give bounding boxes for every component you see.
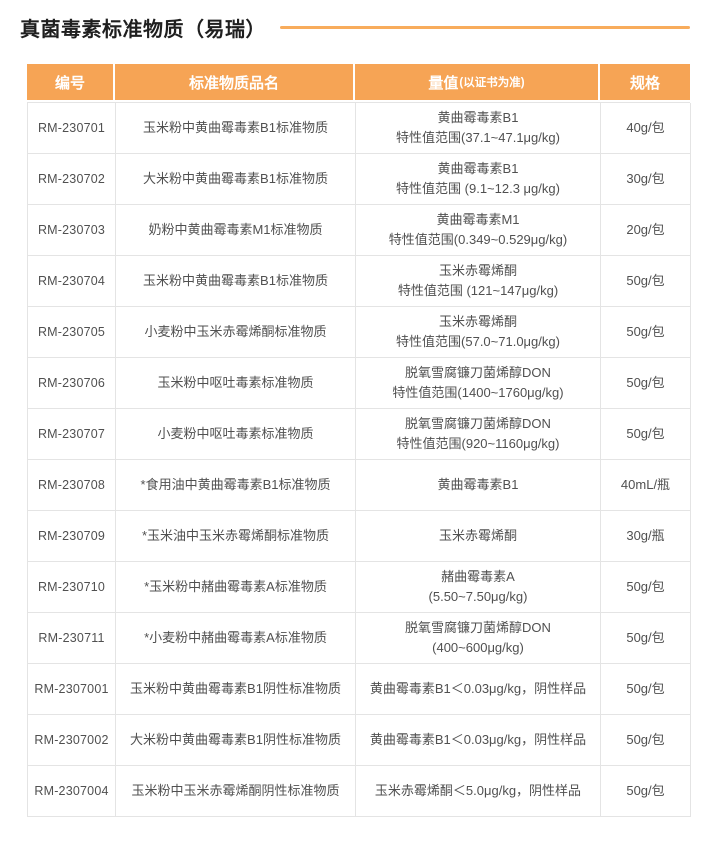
row-id-cell: RM-230708 xyxy=(28,460,116,511)
row-spec-cell: 50g/包 xyxy=(601,715,691,766)
table-header-row: 编号 标准物质品名 量值 (以证书为准) 规格 xyxy=(27,64,690,100)
page-header: 真菌毒素标准物质（易瑞） xyxy=(20,12,690,42)
row-value-line: 黄曲霉毒素B1 xyxy=(437,110,519,125)
row-value-line: 玉米赤霉烯酮 xyxy=(438,528,517,543)
row-id-cell: RM-230711 xyxy=(28,613,116,664)
row-spec-cell: 50g/包 xyxy=(601,358,691,409)
row-value-cell: 黄曲霉毒素M1 特性值范围(0.349~0.529μg/kg) xyxy=(356,205,601,256)
row-value-cell: 黄曲霉毒素B1＜0.03μg/kg，阴性样品 xyxy=(356,715,601,766)
row-value-cell: 脱氧雪腐镰刀菌烯醇DON (400~600μg/kg) xyxy=(356,613,601,664)
row-value-line: 黄曲霉毒素B1＜0.03μg/kg，阴性样品 xyxy=(369,732,587,747)
row-value-line: 特性值范围(0.349~0.529μg/kg) xyxy=(388,232,568,247)
header-label: 规格 xyxy=(629,74,660,92)
row-spec-cell: 50g/包 xyxy=(601,613,691,664)
row-name-cell: 玉米粉中黄曲霉毒素B1阴性标准物质 xyxy=(116,664,356,715)
header-cell-2: 量值 (以证书为准) xyxy=(355,64,600,100)
row-value-line: 脱氧雪腐镰刀菌烯醇DON xyxy=(405,620,551,635)
row-spec-cell: 40g/包 xyxy=(601,103,691,154)
row-name-cell: 小麦粉中呕吐毒素标准物质 xyxy=(116,409,356,460)
row-spec-cell: 50g/包 xyxy=(601,307,691,358)
header-sublabel: (以证书为准) xyxy=(459,77,525,89)
standards-table: 编号 标准物质品名 量值 (以证书为准) 规格 RM-230701 玉米粉中黄曲霉毒素B1… xyxy=(27,64,691,817)
row-id-cell: RM-230702 xyxy=(28,154,116,205)
row-value-line: 特性值范围(37.1~47.1μg/kg) xyxy=(396,130,560,145)
row-value-cell: 脱氧雪腐镰刀菌烯醇DON 特性值范围(920~1160μg/kg) xyxy=(356,409,601,460)
row-value-line: (400~600μg/kg) xyxy=(432,640,524,655)
row-value-cell: 脱氧雪腐镰刀菌烯醇DON 特性值范围(1400~1760μg/kg) xyxy=(356,358,601,409)
row-spec-cell: 50g/包 xyxy=(601,664,691,715)
row-id-cell: RM-230705 xyxy=(28,307,116,358)
page-title: 真菌毒素标准物质（易瑞） xyxy=(20,18,266,41)
row-name-cell: 奶粉中黄曲霉毒素M1标准物质 xyxy=(116,205,356,256)
header-label: 编号 xyxy=(54,74,85,92)
row-value-cell: 玉米赤霉烯酮特性值范围(57.0~71.0μg/kg) xyxy=(356,307,601,358)
row-value-line: 黄曲霉毒素B1 xyxy=(437,161,519,176)
row-spec-cell: 20g/包 xyxy=(601,205,691,256)
row-value-line: 特性值范围(920~1160μg/kg) xyxy=(396,436,560,451)
row-name-cell: *玉米粉中赭曲霉毒素A标准物质 xyxy=(116,562,356,613)
row-spec-cell: 30g/瓶 xyxy=(601,511,691,562)
row-value-line: 黄曲霉毒素B1 xyxy=(437,477,519,492)
row-value-line: (5.50~7.50μg/kg) xyxy=(428,589,528,604)
row-spec-cell: 30g/包 xyxy=(601,154,691,205)
row-name-cell: *小麦粉中赭曲霉毒素A标准物质 xyxy=(116,613,356,664)
header-cell-0: 编号 xyxy=(27,64,115,100)
row-value-line: 黄曲霉毒素M1 xyxy=(436,212,520,227)
row-value-line: 玉米赤霉烯酮 xyxy=(438,314,517,329)
row-id-cell: RM-230704 xyxy=(28,256,116,307)
row-value-cell: 玉米赤霉烯酮＜5.0μg/kg，阴性样品 xyxy=(356,766,601,817)
header-cell-3: 规格 xyxy=(600,64,690,100)
header-cell-1: 标准物质品名 xyxy=(115,64,355,100)
row-value-line: 特性值范围(1400~1760μg/kg) xyxy=(392,385,564,400)
row-name-cell: 玉米粉中玉米赤霉烯酮阴性标准物质 xyxy=(116,766,356,817)
row-value-line: 赭曲霉毒素A xyxy=(441,569,515,584)
row-value-line: 玉米赤霉烯酮＜5.0μg/kg，阴性样品 xyxy=(374,783,582,798)
row-value-cell: 黄曲霉毒素B1 特性值范围 (9.1~12.3 μg/kg) xyxy=(356,154,601,205)
row-id-cell: RM-2307004 xyxy=(28,766,116,817)
row-spec-cell: 50g/包 xyxy=(601,562,691,613)
row-id-cell: RM-230703 xyxy=(28,205,116,256)
row-spec-cell: 40mL/瓶 xyxy=(601,460,691,511)
row-name-cell: 玉米粉中呕吐毒素标准物质 xyxy=(116,358,356,409)
row-id-cell: RM-230701 xyxy=(28,103,116,154)
table-body: RM-230701 玉米粉中黄曲霉毒素B1标准物质 黄曲霉毒素B1 特性值范围(37.… xyxy=(27,102,691,817)
row-name-cell: *玉米油中玉米赤霉烯酮标准物质 xyxy=(116,511,356,562)
row-id-cell: RM-230707 xyxy=(28,409,116,460)
row-value-cell: 玉米赤霉烯酮特性值范围 (121~147μg/kg) xyxy=(356,256,601,307)
row-value-line: 脱氧雪腐镰刀菌烯醇DON xyxy=(405,416,551,431)
title-accent-line xyxy=(280,25,690,29)
row-id-cell: RM-230709 xyxy=(28,511,116,562)
row-value-cell: 黄曲霉毒素B1 xyxy=(356,460,601,511)
row-spec-cell: 50g/包 xyxy=(601,256,691,307)
row-id-cell: RM-230710 xyxy=(28,562,116,613)
row-name-cell: 玉米粉中黄曲霉毒素B1标准物质 xyxy=(116,103,356,154)
row-value-cell: 黄曲霉毒素B1 特性值范围(37.1~47.1μg/kg) xyxy=(356,103,601,154)
row-value-line: 黄曲霉毒素B1＜0.03μg/kg，阴性样品 xyxy=(369,681,587,696)
row-value-cell: 玉米赤霉烯酮 xyxy=(356,511,601,562)
row-id-cell: RM-230706 xyxy=(28,358,116,409)
row-spec-cell: 50g/包 xyxy=(601,409,691,460)
row-name-cell: *食用油中黄曲霉毒素B1标准物质 xyxy=(116,460,356,511)
row-value-line: 特性值范围 (9.1~12.3 μg/kg) xyxy=(396,181,560,196)
header-label: 量值 xyxy=(428,74,459,92)
row-name-cell: 小麦粉中玉米赤霉烯酮标准物质 xyxy=(116,307,356,358)
row-id-cell: RM-2307002 xyxy=(28,715,116,766)
row-value-line: 特性值范围 (121~147μg/kg) xyxy=(397,283,559,298)
row-spec-cell: 50g/包 xyxy=(601,766,691,817)
row-name-cell: 玉米粉中黄曲霉毒素B1标准物质 xyxy=(116,256,356,307)
row-name-cell: 大米粉中黄曲霉毒素B1阴性标准物质 xyxy=(116,715,356,766)
row-value-line: 玉米赤霉烯酮 xyxy=(438,263,517,278)
header-label: 标准物质品名 xyxy=(188,74,279,92)
row-value-line: 脱氧雪腐镰刀菌烯醇DON xyxy=(405,365,551,380)
row-value-cell: 赭曲霉毒素A (5.50~7.50μg/kg) xyxy=(356,562,601,613)
row-value-line: 特性值范围(57.0~71.0μg/kg) xyxy=(396,334,560,349)
row-value-cell: 黄曲霉毒素B1＜0.03μg/kg，阴性样品 xyxy=(356,664,601,715)
row-name-cell: 大米粉中黄曲霉毒素B1标准物质 xyxy=(116,154,356,205)
row-id-cell: RM-2307001 xyxy=(28,664,116,715)
